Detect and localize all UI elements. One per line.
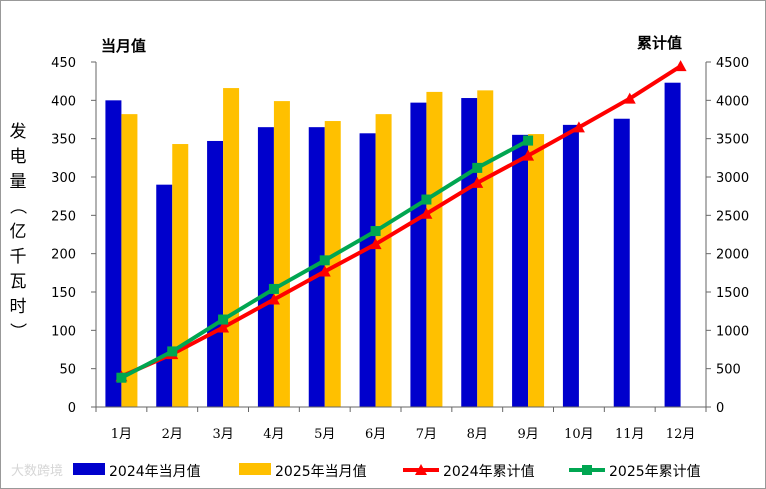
left-axis-title: 当月值 — [101, 37, 146, 55]
right-tick-label: 4000 — [716, 94, 749, 109]
watermark-text: 大数跨境 — [11, 464, 63, 479]
point-triangle-marker — [674, 60, 687, 72]
bar-2024年当月值 — [257, 127, 274, 408]
point-star-marker — [472, 162, 483, 173]
x-tick-label: 8月 — [467, 427, 488, 442]
x-tick-label: 7月 — [416, 427, 437, 442]
point-star-marker — [167, 346, 178, 357]
legend-label: 2024年当月值 — [109, 464, 201, 480]
x-tick-label: 3月 — [212, 427, 233, 442]
point-triangle-marker — [318, 265, 331, 277]
left-tick-label: 100 — [51, 324, 76, 339]
point-triangle-marker — [369, 238, 382, 250]
right-tick-label: 1500 — [716, 286, 749, 301]
left-tick-label: 350 — [51, 133, 76, 148]
point-triangle-marker — [420, 207, 433, 219]
point-star-marker — [116, 372, 127, 383]
left-tick-label: 150 — [51, 286, 76, 301]
point-star-marker — [268, 283, 279, 294]
bar-2025年当月值 — [121, 114, 138, 407]
left-tick-label: 0 — [68, 401, 76, 416]
bar-2025年当月值 — [426, 91, 443, 408]
bar-2024年当月值 — [664, 82, 681, 407]
x-tick-label: 6月 — [365, 427, 386, 442]
left-tick-label: 250 — [51, 209, 76, 224]
point-triangle-marker — [267, 293, 280, 305]
point-triangle-marker — [623, 92, 636, 104]
point-triangle-marker — [522, 149, 535, 161]
left-axis-label-char: （ — [7, 198, 27, 215]
bar-2025年当月值 — [273, 101, 290, 407]
left-tick-label: 450 — [51, 56, 76, 71]
legend-label: 2024年累计值 — [443, 464, 535, 480]
left-tick-label: 200 — [51, 248, 76, 263]
bar-2025年当月值 — [477, 90, 494, 407]
left-axis-label-char: ） — [7, 323, 27, 340]
right-tick-label: 3500 — [716, 133, 749, 148]
x-tick-label: 5月 — [314, 427, 335, 442]
bar-2025年当月值 — [375, 114, 392, 407]
x-tick-label: 2月 — [162, 427, 183, 442]
bar-2024年当月值 — [461, 98, 478, 408]
bar-2024年当月值 — [105, 100, 122, 407]
right-tick-label: 0 — [716, 401, 724, 416]
point-triangle-marker — [217, 321, 230, 333]
legend-triangle-marker — [415, 464, 427, 475]
x-tick-label: 1月 — [111, 427, 132, 442]
right-axis-title: 累计值 — [637, 34, 682, 52]
legend-swatch-2025年当月值 — [239, 463, 271, 475]
left-axis-label-char: 瓦 — [10, 272, 27, 292]
x-tick-label: 4月 — [263, 427, 284, 442]
bar-2024年当月值 — [359, 133, 376, 408]
point-triangle-marker — [572, 121, 585, 133]
bar-2025年当月值 — [324, 121, 341, 408]
right-tick-label: 500 — [716, 363, 741, 378]
left-tick-label: 400 — [51, 94, 76, 109]
left-axis-label-char: 发 — [10, 122, 27, 142]
left-axis-label-char: 亿 — [10, 222, 27, 242]
bar-2024年当月值 — [613, 118, 630, 407]
x-tick-label: 12月 — [666, 427, 696, 442]
legend-label: 2025年累计值 — [609, 464, 701, 480]
x-tick-label: 10月 — [564, 427, 594, 442]
right-tick-label: 1000 — [716, 324, 749, 339]
right-tick-label: 2500 — [716, 209, 749, 224]
x-tick-label: 9月 — [517, 427, 538, 442]
bar-2024年当月值 — [512, 134, 529, 408]
point-star-marker — [421, 194, 432, 205]
left-axis-label-char: 量 — [10, 172, 27, 192]
left-axis-label-char: 时 — [10, 297, 27, 317]
x-tick-label: 11月 — [615, 427, 645, 442]
point-star-marker — [319, 255, 330, 266]
right-tick-label: 4500 — [716, 56, 749, 71]
bar-2025年当月值 — [528, 134, 545, 408]
point-triangle-marker — [471, 176, 484, 188]
bar-2025年当月值 — [172, 144, 189, 408]
bar-2024年当月值 — [156, 184, 173, 407]
point-star-marker — [218, 314, 229, 325]
legend-star-marker — [582, 465, 592, 475]
point-star-marker — [370, 226, 381, 237]
left-axis-label-char: 千 — [10, 247, 27, 267]
left-axis-label-char: 电 — [10, 147, 27, 167]
left-tick-label: 300 — [51, 171, 76, 186]
bar-2024年当月值 — [207, 140, 224, 407]
bar-2024年当月值 — [562, 124, 579, 407]
line-2024年累计值 — [120, 64, 682, 379]
point-star-marker — [523, 135, 534, 146]
bar-2025年当月值 — [223, 88, 240, 408]
left-tick-label: 50 — [59, 363, 76, 378]
legend-label: 2025年当月值 — [275, 464, 367, 480]
right-tick-label: 2000 — [716, 248, 749, 263]
legend-swatch-2024年当月值 — [73, 463, 105, 475]
right-tick-label: 3000 — [716, 171, 749, 186]
bar-2024年当月值 — [410, 102, 427, 407]
